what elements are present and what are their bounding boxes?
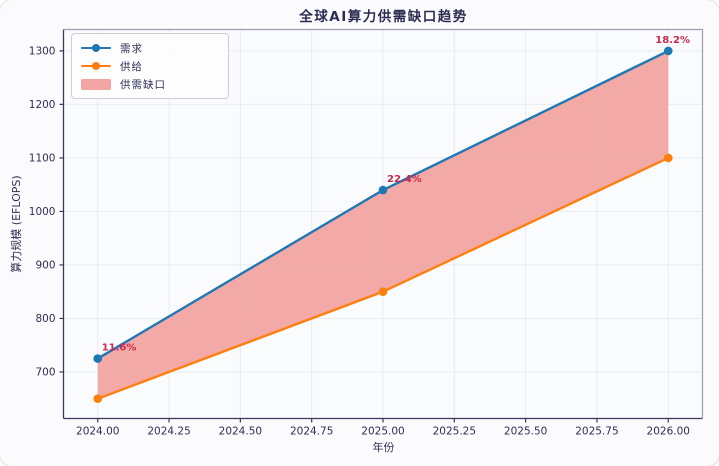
y-tick-label: 700	[35, 366, 55, 378]
demand-line-marker-icon	[81, 44, 111, 52]
y-tick-label: 1300	[29, 45, 56, 57]
x-tick-label: 2025.00	[361, 426, 404, 438]
annotation-label: 22.4%	[387, 174, 422, 185]
legend-item-supply: 供给	[81, 59, 218, 73]
y-tick-label: 1000	[29, 206, 56, 218]
supply-point	[93, 394, 103, 404]
annotation-label: 11.6%	[102, 343, 137, 354]
y-tick-label: 1100	[29, 152, 56, 164]
chart-title: 全球AI算力供需缺口趋势	[299, 9, 468, 25]
gap-patch-icon	[81, 78, 111, 90]
demand-point	[663, 46, 673, 56]
y-tick-label: 1200	[29, 99, 56, 111]
x-tick-label: 2024.25	[147, 426, 190, 438]
supply-point	[378, 287, 388, 296]
x-tick-label: 2024.50	[219, 426, 262, 438]
annotation-label: 18.2%	[655, 35, 690, 46]
x-tick-label: 2025.25	[433, 426, 476, 438]
legend-item-demand: 需求	[81, 41, 218, 55]
x-tick-label: 2025.50	[504, 426, 547, 438]
x-tick-label: 2024.75	[290, 426, 333, 438]
x-tick-label: 2025.75	[575, 426, 618, 438]
legend-label-supply: 供给	[120, 60, 143, 73]
demand-point	[378, 185, 388, 195]
demand-point	[93, 354, 103, 363]
x-tick-label: 2024.00	[76, 426, 119, 438]
x-axis-title: 年份	[372, 441, 395, 454]
supply-point	[663, 153, 673, 163]
supply-line-marker-icon	[81, 62, 111, 70]
legend: 需求 供给 供需缺口	[71, 33, 229, 99]
y-tick-label: 900	[35, 259, 55, 271]
x-tick-label: 2026.00	[647, 426, 690, 438]
y-tick-label: 800	[35, 313, 55, 325]
legend-label-gap: 供需缺口	[120, 78, 166, 91]
gap-fill-area	[97, 50, 669, 399]
legend-label-demand: 需求	[120, 42, 143, 55]
legend-item-gap: 供需缺口	[81, 77, 218, 91]
